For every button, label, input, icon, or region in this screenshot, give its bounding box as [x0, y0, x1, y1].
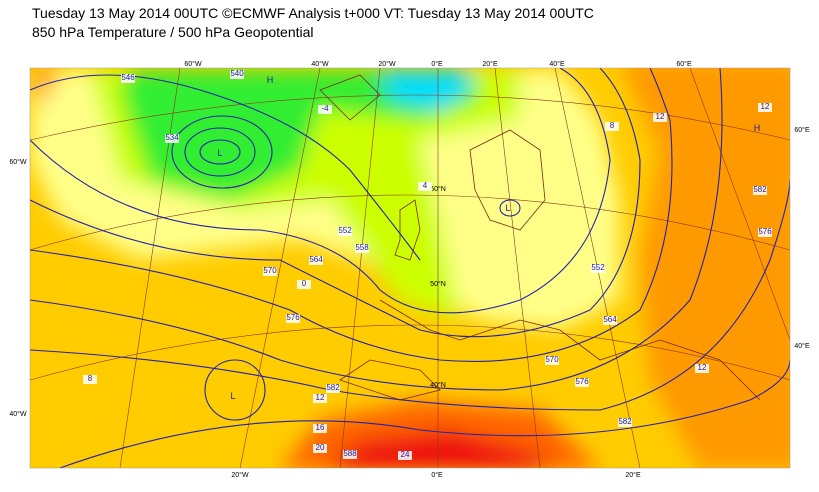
temperature-label-bg [83, 375, 97, 384]
contour-label-bg [338, 227, 352, 236]
contour-label: 570 [263, 266, 277, 275]
lon-label-top: 40°W [311, 60, 329, 68]
temperature-label: 8 [610, 121, 615, 130]
contour-label: 546 [121, 73, 135, 82]
lat-label-right: 40°E [794, 342, 810, 350]
contour-label-bg [753, 186, 767, 195]
contour-label: 570 [545, 355, 559, 364]
contour-label: 582 [753, 185, 767, 194]
pressure-center: L [230, 391, 235, 401]
lat-label-left: 40°W [9, 410, 27, 418]
subtitle: 850 hPa Temperature / 500 hPa Geopotenti… [32, 24, 314, 40]
contour-label: 564 [309, 255, 323, 264]
lat-label-inner: 40°N [430, 381, 446, 389]
contour-label-bg [355, 244, 369, 253]
temperature-label-bg [313, 424, 327, 433]
contour-label: 564 [603, 315, 617, 324]
pressure-center: H [754, 123, 761, 133]
contour-label: 576 [575, 377, 589, 386]
geopotential-contours [30, 68, 790, 468]
lon-label-top: 60°E [676, 60, 692, 68]
temperature-label-bg [313, 444, 327, 453]
contour-label-bg [591, 264, 605, 273]
contour-label-bg [263, 267, 277, 276]
contour-label-bg [326, 384, 340, 393]
contour-label-bg [121, 74, 135, 83]
coastlines [319, 74, 761, 401]
contour-label-bg [575, 378, 589, 387]
temperature-label-bg [313, 394, 327, 403]
temperature-label: 12 [316, 393, 325, 402]
temperature-label-bg [605, 122, 619, 131]
contour-label-bg [758, 228, 772, 237]
pressure-center: L [217, 148, 222, 158]
contour-label-bg [309, 256, 323, 265]
temperature-label: 12 [656, 112, 665, 121]
contour-label: 582 [618, 417, 632, 426]
lon-label-top: 40°E [549, 60, 565, 68]
temperature-label: 8 [88, 374, 93, 383]
contour-label: 534 [165, 133, 179, 142]
contour-label-bg [603, 316, 617, 325]
lon-label-bottom: 20°E [625, 471, 641, 479]
lat-label-inner: 60°N [430, 185, 446, 193]
pressure-center: H [267, 75, 274, 85]
lat-label-right: 60°E [794, 126, 810, 134]
lat-label-inner: 50°N [430, 280, 446, 288]
temperature-label-bg [695, 364, 709, 373]
contour-label: 588 [343, 449, 357, 458]
lon-label-top: 0°E [431, 60, 443, 68]
contour-label: 540 [230, 69, 244, 78]
contour-label-bg [618, 418, 632, 427]
contour-label: 576 [758, 227, 772, 236]
temperature-label: 16 [316, 423, 325, 432]
temperature-label-bg [418, 182, 432, 191]
temperature-label: 24 [401, 450, 410, 459]
temperature-fill [30, 68, 790, 468]
temperature-label-bg [653, 113, 667, 122]
temperature-label: 20 [316, 443, 325, 452]
map-frame [29, 67, 791, 469]
temperature-label: 12 [761, 102, 770, 111]
contour-label-bg [230, 70, 244, 79]
contour-label: 552 [338, 226, 352, 235]
temperature-label-bg [318, 105, 332, 114]
temperature-label: 12 [698, 363, 707, 372]
lon-label-top: 20°W [378, 60, 396, 68]
contour-label: 576 [286, 313, 300, 322]
lon-label-bottom: 0°E [431, 471, 443, 479]
contour-label-bg [286, 314, 300, 323]
map-area [30, 68, 790, 468]
contour-label-bg [165, 134, 179, 143]
contour-label-bg [343, 450, 357, 459]
temperature-label: 0 [302, 279, 307, 288]
contour-label: 582 [326, 383, 340, 392]
temperature-label-bg [297, 280, 311, 289]
lat-label-left: 60°W [9, 158, 27, 166]
temperature-label-bg [758, 103, 772, 112]
contour-label-bg [545, 356, 559, 365]
lon-label-bottom: 20°W [231, 471, 249, 479]
temperature-label: 4 [423, 181, 428, 190]
temperature-label-bg [398, 451, 412, 460]
contour-label: 552 [591, 263, 605, 272]
lon-label-top: 60°W [184, 60, 202, 68]
contour-label: 558 [355, 243, 369, 252]
lon-label-top: 20°E [482, 60, 498, 68]
temperature-label: -4 [321, 104, 329, 113]
pressure-center: L [505, 203, 510, 213]
title: Tuesday 13 May 2014 00UTC ©ECMWF Analysi… [32, 5, 594, 21]
